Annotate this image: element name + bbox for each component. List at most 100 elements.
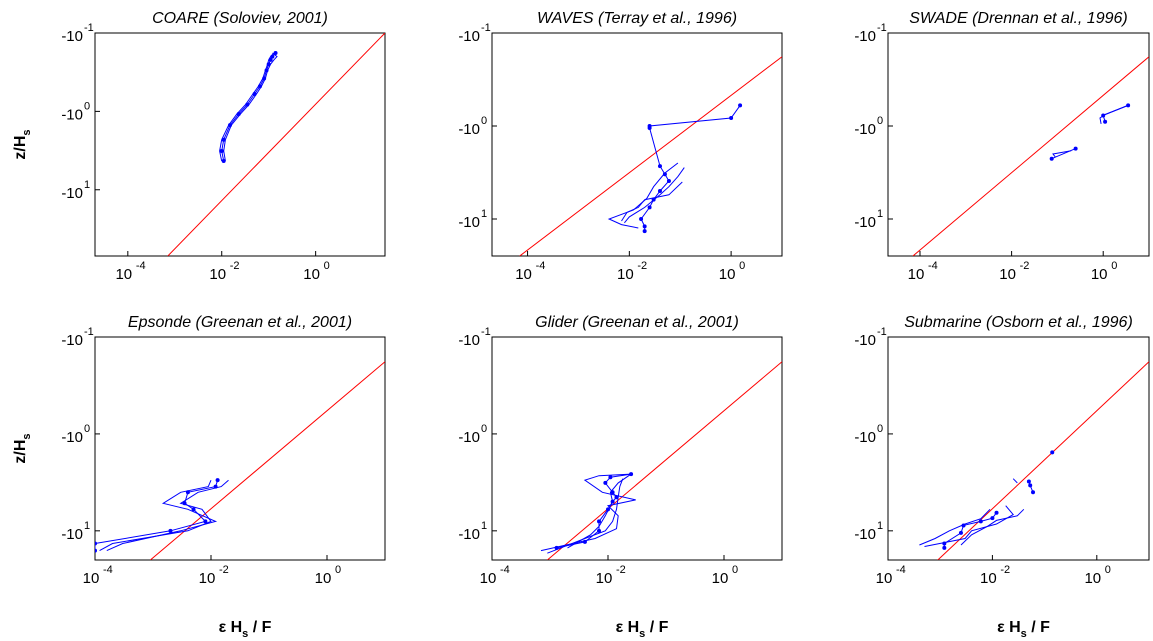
x-tick-label: 10 xyxy=(596,570,613,587)
data-point xyxy=(958,530,963,535)
data-point xyxy=(1073,146,1078,151)
plot-area xyxy=(519,56,782,256)
reference-line xyxy=(150,361,385,560)
x-tick-exponent: -2 xyxy=(230,260,240,272)
y-axis-label: z/Hs xyxy=(12,433,33,463)
x-tick-exponent: -4 xyxy=(896,564,906,576)
data-point xyxy=(642,224,647,229)
x-tick-label: 10 xyxy=(199,570,216,587)
panel-title: Glider (Greenan et al., 2001) xyxy=(535,314,739,331)
x-tick-label: 10 xyxy=(719,266,736,283)
x-axis-label: ε Hs / F xyxy=(997,619,1050,640)
y-tick-exponent: 1 xyxy=(877,520,883,532)
plot-area xyxy=(95,361,385,560)
panel-title: COARE (Soloviev, 2001) xyxy=(152,10,328,27)
data-point xyxy=(990,516,995,521)
data-point xyxy=(1050,450,1055,455)
y-tick-exponent: 1 xyxy=(481,520,487,532)
data-point xyxy=(221,159,226,164)
axes-frame xyxy=(491,336,783,561)
y-tick-label: -10 xyxy=(61,332,83,349)
y-tick-label: -10 xyxy=(458,214,480,231)
x-tick-label: 10 xyxy=(303,266,320,283)
plot-area xyxy=(919,361,1149,560)
x-tick-label: 10 xyxy=(115,266,132,283)
x-tick-label: 10 xyxy=(999,266,1016,283)
series-line-4 xyxy=(1052,150,1072,158)
axes-frame xyxy=(94,336,386,561)
plot-area xyxy=(912,56,1149,256)
series-line-3 xyxy=(106,480,218,552)
x-tick-exponent: 0 xyxy=(1105,564,1111,576)
x-tick-exponent: 0 xyxy=(324,260,330,272)
data-point xyxy=(597,519,602,524)
data-point xyxy=(168,528,173,533)
series-line-3 xyxy=(567,473,632,549)
data-point xyxy=(994,510,999,515)
y-tick-label: -10 xyxy=(458,332,480,349)
data-point xyxy=(639,216,644,221)
y-tick-label: -10 xyxy=(854,28,876,45)
plot-area xyxy=(167,33,385,256)
x-tick-exponent: -2 xyxy=(1020,260,1030,272)
x-tick-label: 10 xyxy=(315,570,332,587)
series-line-6 xyxy=(960,508,1025,546)
y-tick-exponent: -1 xyxy=(877,326,887,338)
series-line-2 xyxy=(1051,148,1076,160)
x-tick-exponent: 0 xyxy=(739,260,745,272)
x-tick-exponent: -4 xyxy=(500,564,510,576)
series-line-2 xyxy=(607,162,679,229)
y-tick-label: -10 xyxy=(61,28,83,45)
data-point xyxy=(1031,490,1036,495)
y-tick-label: -10 xyxy=(458,28,480,45)
data-point xyxy=(95,541,97,546)
axes-frame xyxy=(887,336,1150,561)
y-tick-exponent: 1 xyxy=(84,179,90,191)
series-line-3 xyxy=(624,167,685,224)
data-point xyxy=(942,545,947,550)
data-point xyxy=(662,172,667,177)
data-point xyxy=(191,507,196,512)
y-tick-label: -10 xyxy=(854,214,876,231)
series-line-2 xyxy=(99,479,229,552)
x-tick-exponent: -4 xyxy=(136,260,146,272)
data-point xyxy=(219,148,224,153)
axes-frame xyxy=(491,32,783,257)
reference-line xyxy=(547,361,782,560)
y-tick-exponent: 0 xyxy=(84,423,90,435)
y-tick-exponent: -1 xyxy=(84,326,94,338)
data-point xyxy=(603,480,608,485)
series-line-3 xyxy=(943,512,997,548)
panel-title: Submarine (Osborn et al., 1996) xyxy=(904,314,1133,331)
reference-line xyxy=(937,361,1149,560)
series-line-2 xyxy=(223,52,278,162)
data-point xyxy=(657,164,662,169)
x-tick-label: 10 xyxy=(1091,266,1108,283)
data-point xyxy=(647,205,652,210)
x-tick-exponent: -2 xyxy=(219,564,229,576)
series-line-1 xyxy=(95,480,219,551)
x-tick-exponent: 0 xyxy=(732,564,738,576)
y-tick-exponent: 0 xyxy=(877,115,883,127)
y-tick-label: -10 xyxy=(854,526,876,543)
y-tick-exponent: 1 xyxy=(481,208,487,220)
data-point xyxy=(738,103,743,108)
x-tick-exponent: -2 xyxy=(616,564,626,576)
x-tick-exponent: 0 xyxy=(335,564,341,576)
y-tick-label: -10 xyxy=(458,429,480,446)
reference-line xyxy=(912,56,1149,256)
x-tick-label: 10 xyxy=(617,266,634,283)
panel-1: COARE (Soloviev, 2001)10 -4 10 -2 10 0-10 -1-1… xyxy=(12,10,386,283)
y-tick-exponent: -1 xyxy=(481,326,491,338)
y-tick-exponent: 0 xyxy=(481,423,487,435)
data-point xyxy=(1049,156,1054,161)
data-point xyxy=(666,178,671,183)
y-tick-exponent: 1 xyxy=(84,520,90,532)
x-tick-label: 10 xyxy=(83,570,100,587)
x-tick-exponent: -4 xyxy=(928,260,938,272)
data-point xyxy=(642,229,647,234)
panel-2: WAVES (Terray et al., 1996)10 -4 10 -2 10 0-1… xyxy=(458,10,783,283)
x-tick-label: 10 xyxy=(515,266,532,283)
data-point xyxy=(729,115,734,120)
